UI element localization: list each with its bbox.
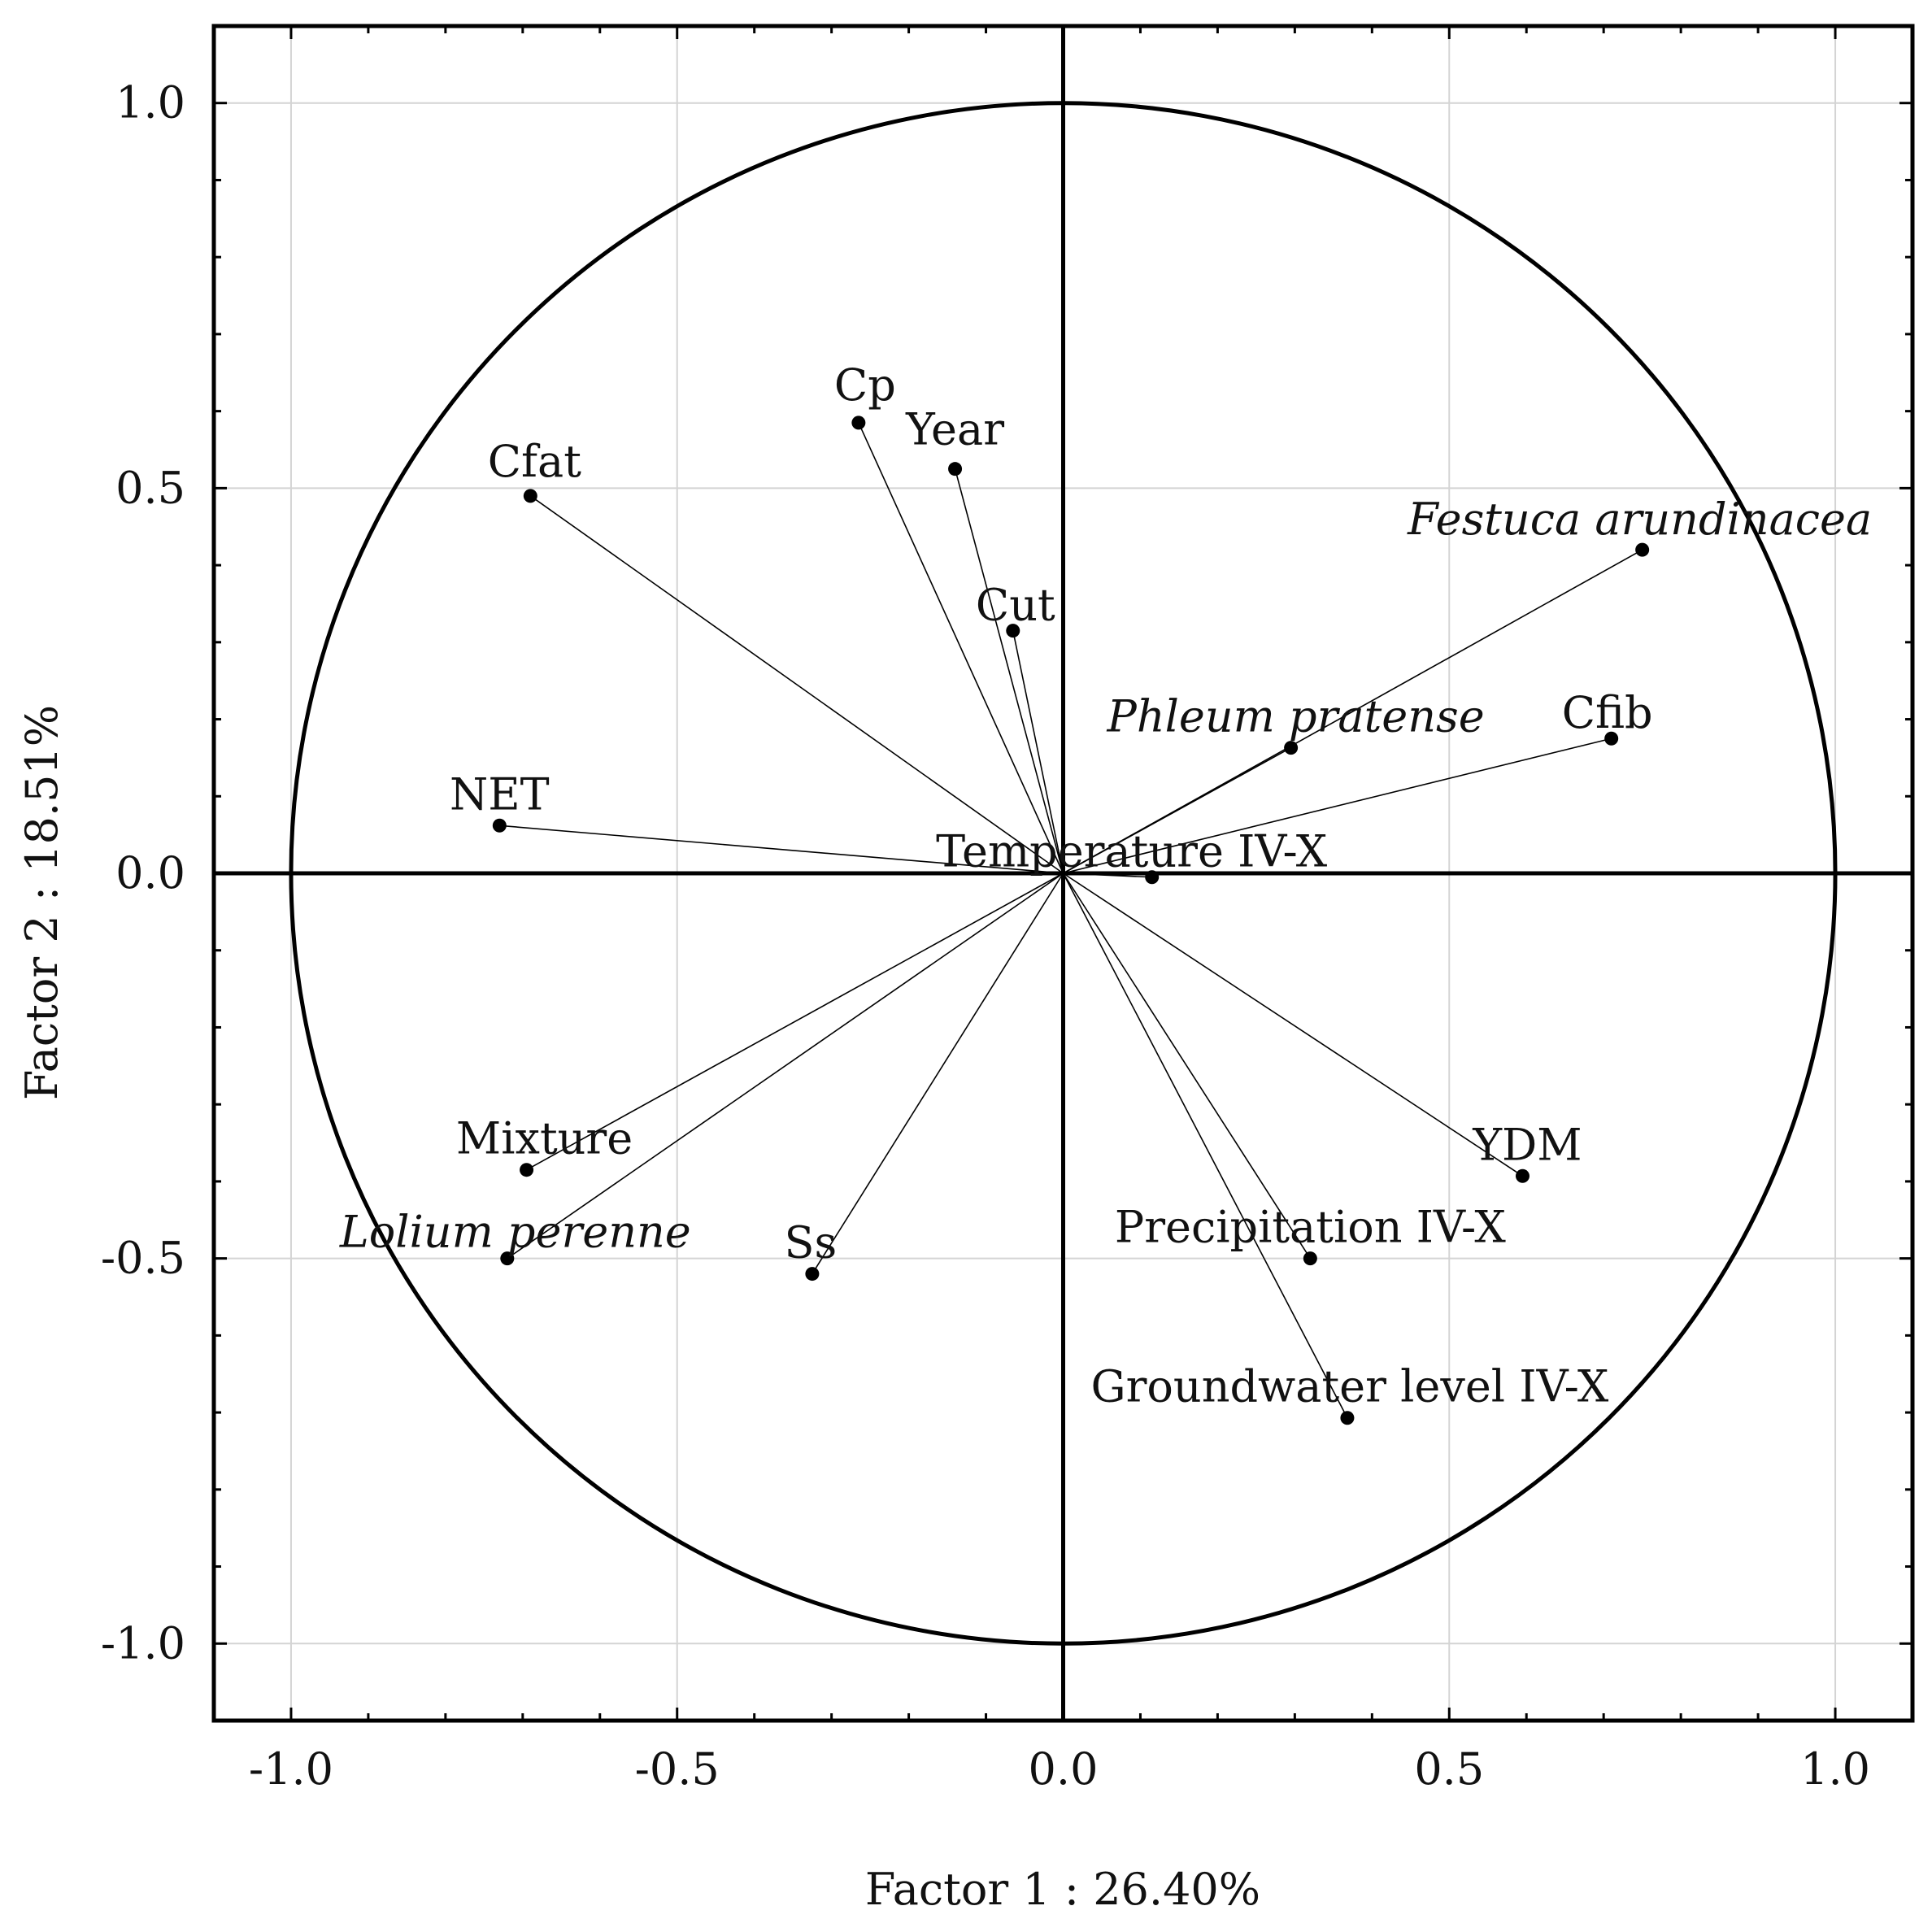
- label-ss: Ss: [785, 1217, 838, 1268]
- loading-vectors: [499, 422, 1643, 1419]
- label-mixture: Mixture: [456, 1113, 633, 1164]
- vector-ss: [812, 872, 1064, 1275]
- loading-points: [492, 416, 1650, 1425]
- x-tick-label: 0.5: [1414, 1743, 1484, 1795]
- x-tick-label: -0.5: [635, 1743, 720, 1795]
- label-cfib: Cfib: [1562, 687, 1653, 738]
- point-mixture: [520, 1163, 534, 1177]
- label-groundwater-level-iv-x: Groundwater level IV-X: [1090, 1361, 1608, 1412]
- y-tick-label: 0.5: [115, 462, 185, 513]
- point-ydm: [1515, 1168, 1530, 1183]
- vector-mixture: [526, 872, 1064, 1171]
- label-net: NET: [450, 768, 550, 820]
- y-tick-label: 0.0: [115, 847, 185, 899]
- label-cut: Cut: [976, 580, 1055, 631]
- point-cut: [1006, 624, 1020, 638]
- label-festuca-arundinacea: Festuca arundinacea: [1407, 494, 1872, 545]
- y-tick-label: 1.0: [115, 77, 185, 128]
- point-precipitation-iv-x: [1303, 1251, 1317, 1266]
- vector-temperature-iv-x: [1063, 872, 1152, 878]
- x-tick-label: -1.0: [249, 1743, 333, 1795]
- point-phleum-pratense: [1284, 741, 1299, 755]
- point-net: [492, 818, 507, 833]
- label-year: Year: [905, 404, 1004, 455]
- y-tick-label: -0.5: [101, 1233, 185, 1284]
- x-axis-title: Factor 1 : 26.40%: [865, 1864, 1260, 1915]
- point-temperature-iv-x: [1145, 870, 1160, 885]
- vector-cp: [858, 422, 1064, 874]
- point-cp: [851, 416, 866, 430]
- y-tick-label: -1.0: [101, 1617, 185, 1669]
- point-groundwater-level-iv-x: [1340, 1411, 1355, 1425]
- vector-phleum-pratense: [1063, 746, 1292, 874]
- axis-ticks: -1.0 -0.5 0.0 0.5 1.0 -1.0 -0.5 0.0 0.5 1.0: [101, 24, 1914, 1795]
- vector-precipitation-iv-x: [1062, 872, 1312, 1260]
- label-phleum-pratense: Phleum pratense: [1107, 691, 1485, 742]
- vector-net: [499, 825, 1064, 874]
- vector-lolium-perenne: [507, 872, 1064, 1260]
- vector-year: [954, 468, 1064, 874]
- point-year: [948, 462, 963, 476]
- unit-circle-outline: [289, 101, 1838, 1646]
- unit-circle: [289, 101, 1838, 1646]
- x-tick-label: 1.0: [1800, 1743, 1870, 1795]
- label-lolium-perenne: Lolium perenne: [339, 1207, 691, 1258]
- label-precipitation-iv-x: Precipitation IV-X: [1115, 1202, 1506, 1253]
- point-festuca-arundinacea: [1635, 542, 1650, 557]
- label-ydm: YDM: [1472, 1119, 1582, 1170]
- vector-ydm: [1063, 872, 1523, 1177]
- point-cfib: [1604, 731, 1619, 746]
- point-cfat: [523, 489, 537, 503]
- point-ss: [805, 1267, 820, 1281]
- label-cfat: Cfat: [488, 436, 581, 487]
- label-temperature-iv-x: Temperature IV-X: [936, 826, 1328, 877]
- x-tick-label: 0.0: [1029, 1743, 1099, 1795]
- vector-cfat: [529, 495, 1064, 874]
- point-lolium-perenne: [500, 1251, 515, 1266]
- vector-cut: [1012, 630, 1064, 874]
- vector-groundwater-level-iv-x: [1062, 872, 1348, 1419]
- label-cp: Cp: [834, 359, 896, 411]
- vector-cfib: [1063, 738, 1612, 874]
- y-axis-title: Factor 2 : 18.51%: [16, 705, 67, 1100]
